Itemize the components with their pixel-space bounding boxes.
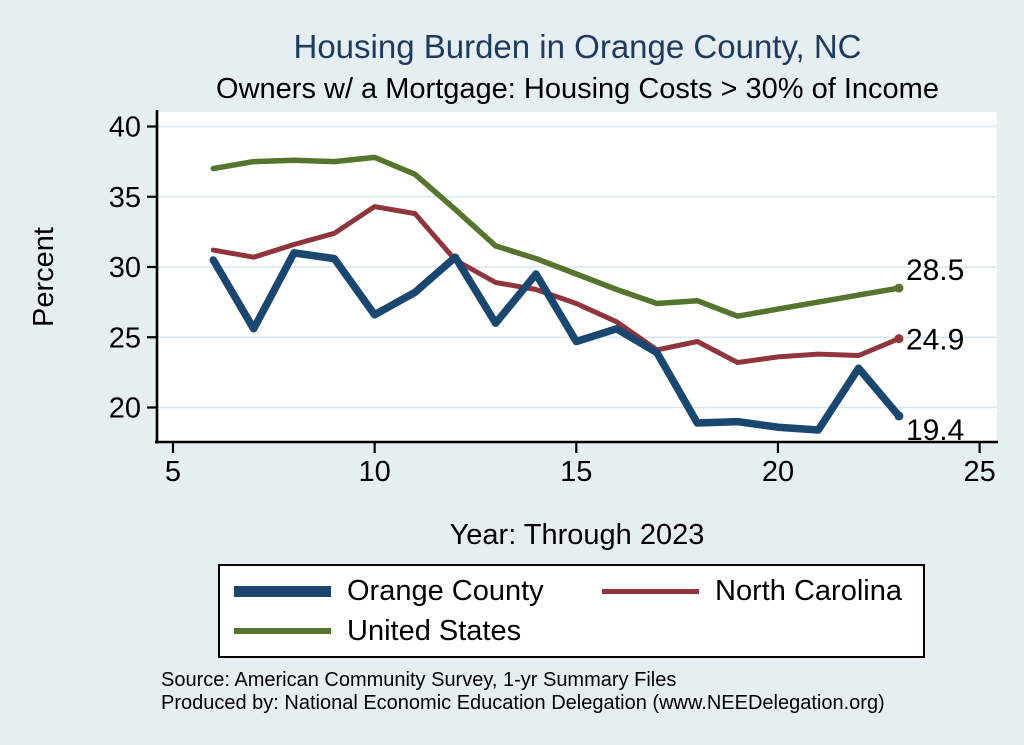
legend-item-orange-county: Orange County [234, 571, 544, 611]
y-tick-label-25: 25 [109, 322, 141, 354]
x-tick-label-25: 25 [963, 456, 995, 488]
source-line: Source: American Community Survey, 1-yr … [161, 669, 677, 691]
series-endpoint-2 [894, 283, 904, 293]
chart-title: Housing Burden in Orange County, NC [293, 28, 862, 65]
y-tick-label-40: 40 [109, 112, 141, 144]
series-endpoint-1 [894, 334, 904, 344]
series-line-0 [209, 249, 903, 434]
x-axis-title: Year: Through 2023 [449, 519, 705, 551]
y-axis-title: Percent [28, 227, 60, 327]
legend-label-united-states: United States [347, 614, 522, 647]
series-line-2 [210, 154, 902, 319]
y-tick-label-30: 30 [109, 252, 141, 284]
y-tick-label-20: 20 [109, 393, 141, 425]
legend-label-orange-county: Orange County [347, 574, 544, 607]
x-tick-label-15: 15 [560, 456, 592, 488]
legend-label-north-carolina: North Carolina [715, 574, 902, 607]
produced-by-line: Produced by: National Economic Education… [161, 692, 885, 714]
legend-item-united-states: United States [234, 611, 521, 651]
chart-subtitle: Owners w/ a Mortgage: Housing Costs > 30… [216, 73, 939, 105]
legend-swatch-orange-county [234, 585, 331, 597]
source-notes: Source: American Community Survey, 1-yr … [161, 669, 885, 715]
series-end-label-0: 19.4 [906, 414, 964, 447]
series-end-label-1: 24.9 [906, 324, 964, 357]
x-tick-label-5: 5 [165, 456, 181, 488]
legend-swatch-north-carolina [602, 588, 699, 594]
legend-swatch-united-states [234, 628, 331, 634]
y-tick-label-35: 35 [109, 182, 141, 214]
legend-box: Orange County North Carolina United Stat… [218, 564, 925, 658]
series-line-1 [210, 204, 902, 365]
x-tick-label-10: 10 [359, 456, 391, 488]
x-tick-label-20: 20 [762, 456, 794, 488]
series-endpoint-0 [894, 411, 904, 421]
series-end-label-2: 28.5 [906, 254, 964, 287]
plot-area: 20 25 30 35 40 5 10 15 20 25 28.5 24.9 19.4 [109, 110, 998, 488]
legend-item-north-carolina: North Carolina [602, 571, 902, 611]
